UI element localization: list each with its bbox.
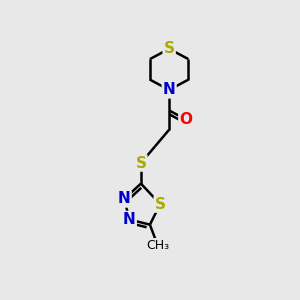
Text: N: N [118, 191, 130, 206]
Text: CH₃: CH₃ [146, 239, 169, 252]
Text: O: O [179, 112, 192, 127]
Text: S: S [135, 155, 146, 170]
Text: N: N [123, 212, 136, 227]
Text: N: N [163, 82, 175, 98]
Text: S: S [164, 41, 175, 56]
Text: S: S [155, 196, 166, 211]
